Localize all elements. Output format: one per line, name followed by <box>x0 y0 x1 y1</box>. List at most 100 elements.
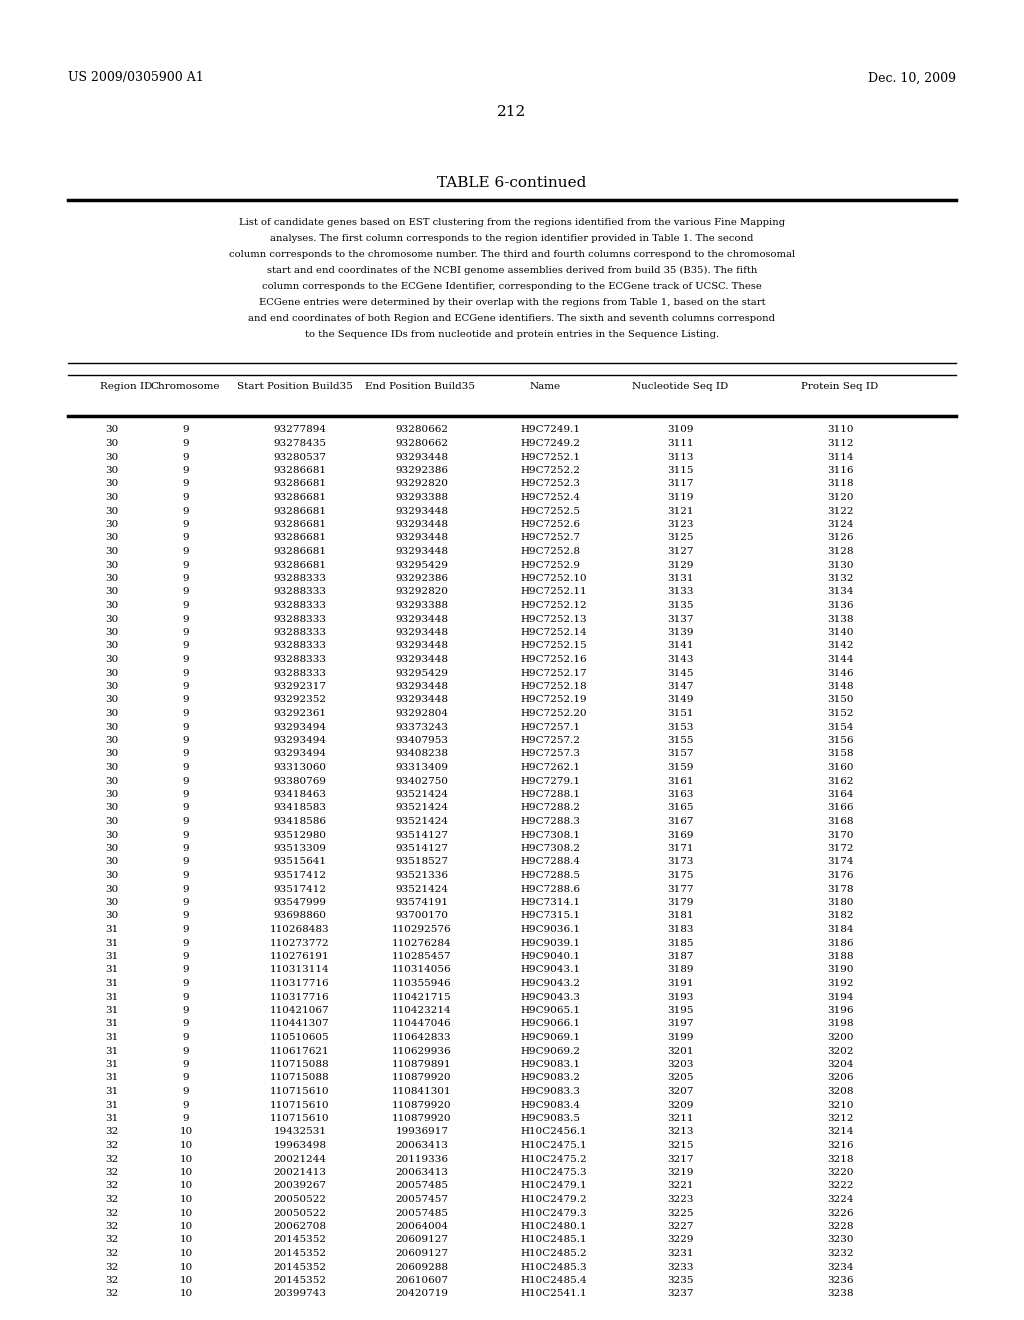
Text: 3200: 3200 <box>826 1034 853 1041</box>
Text: H9C7252.9: H9C7252.9 <box>520 561 580 569</box>
Text: 3109: 3109 <box>667 425 693 434</box>
Text: 9: 9 <box>182 1073 189 1082</box>
Text: 30: 30 <box>105 479 119 488</box>
Text: 3176: 3176 <box>826 871 853 880</box>
Text: 3149: 3149 <box>667 696 693 705</box>
Text: H10C2479.3: H10C2479.3 <box>520 1209 587 1217</box>
Text: 93293494: 93293494 <box>273 750 327 759</box>
Text: 9: 9 <box>182 1019 189 1028</box>
Text: 10: 10 <box>179 1127 193 1137</box>
Text: 110355946: 110355946 <box>392 979 452 987</box>
Text: 20610607: 20610607 <box>395 1276 449 1284</box>
Text: 93517412: 93517412 <box>273 884 327 894</box>
Text: 9: 9 <box>182 1101 189 1110</box>
Text: H9C9083.5: H9C9083.5 <box>520 1114 580 1123</box>
Text: 93293448: 93293448 <box>395 628 449 638</box>
Text: 3156: 3156 <box>826 737 853 744</box>
Text: 110629936: 110629936 <box>392 1047 452 1056</box>
Text: 3178: 3178 <box>826 884 853 894</box>
Text: 3144: 3144 <box>826 655 853 664</box>
Text: 93292386: 93292386 <box>395 574 449 583</box>
Text: Name: Name <box>530 381 561 391</box>
Text: 93518527: 93518527 <box>395 858 449 866</box>
Text: H9C7252.4: H9C7252.4 <box>520 492 580 502</box>
Text: 31: 31 <box>105 1047 119 1056</box>
Text: H9C9043.3: H9C9043.3 <box>520 993 580 1002</box>
Text: 30: 30 <box>105 696 119 705</box>
Text: 93288333: 93288333 <box>273 615 327 623</box>
Text: H9C7252.1: H9C7252.1 <box>520 453 580 462</box>
Text: 9: 9 <box>182 722 189 731</box>
Text: 110276191: 110276191 <box>270 952 330 961</box>
Text: 3196: 3196 <box>826 1006 853 1015</box>
Text: 3180: 3180 <box>826 898 853 907</box>
Text: 3170: 3170 <box>826 830 853 840</box>
Text: 93278435: 93278435 <box>273 440 327 447</box>
Text: H10C2479.1: H10C2479.1 <box>520 1181 587 1191</box>
Text: 10: 10 <box>179 1236 193 1245</box>
Text: 31: 31 <box>105 1114 119 1123</box>
Text: 3160: 3160 <box>826 763 853 772</box>
Text: 20063413: 20063413 <box>395 1140 449 1150</box>
Text: Start Position Build35: Start Position Build35 <box>238 381 353 391</box>
Text: 30: 30 <box>105 507 119 516</box>
Text: 3188: 3188 <box>826 952 853 961</box>
Text: 93521424: 93521424 <box>395 884 449 894</box>
Text: 93513309: 93513309 <box>273 843 327 853</box>
Text: 3174: 3174 <box>826 858 853 866</box>
Text: 3147: 3147 <box>667 682 693 690</box>
Text: 3115: 3115 <box>667 466 693 475</box>
Text: 93521336: 93521336 <box>395 871 449 880</box>
Text: 3134: 3134 <box>826 587 853 597</box>
Text: 32: 32 <box>105 1262 119 1271</box>
Text: 93286681: 93286681 <box>273 561 327 569</box>
Text: 20050522: 20050522 <box>273 1209 327 1217</box>
Text: H10C2485.2: H10C2485.2 <box>520 1249 587 1258</box>
Text: 3119: 3119 <box>667 492 693 502</box>
Text: H9C7252.10: H9C7252.10 <box>520 574 587 583</box>
Text: 30: 30 <box>105 668 119 677</box>
Text: H9C7257.1: H9C7257.1 <box>520 722 580 731</box>
Text: 3142: 3142 <box>826 642 853 651</box>
Text: 3228: 3228 <box>826 1222 853 1232</box>
Text: 3117: 3117 <box>667 479 693 488</box>
Text: H9C7252.18: H9C7252.18 <box>520 682 587 690</box>
Text: 9: 9 <box>182 830 189 840</box>
Text: H9C7252.17: H9C7252.17 <box>520 668 587 677</box>
Text: 93292361: 93292361 <box>273 709 327 718</box>
Text: 10: 10 <box>179 1168 193 1177</box>
Text: 9: 9 <box>182 587 189 597</box>
Text: 30: 30 <box>105 884 119 894</box>
Text: 30: 30 <box>105 789 119 799</box>
Text: H9C7288.6: H9C7288.6 <box>520 884 580 894</box>
Text: 110617621: 110617621 <box>270 1047 330 1056</box>
Text: 31: 31 <box>105 952 119 961</box>
Text: 3172: 3172 <box>826 843 853 853</box>
Text: H9C9039.1: H9C9039.1 <box>520 939 580 948</box>
Text: 3187: 3187 <box>667 952 693 961</box>
Text: 110447046: 110447046 <box>392 1019 452 1028</box>
Text: 3166: 3166 <box>826 804 853 813</box>
Text: 3150: 3150 <box>826 696 853 705</box>
Text: 31: 31 <box>105 1101 119 1110</box>
Text: 93293448: 93293448 <box>395 453 449 462</box>
Text: 9: 9 <box>182 466 189 475</box>
Text: 110292576: 110292576 <box>392 925 452 935</box>
Text: 93408238: 93408238 <box>395 750 449 759</box>
Text: 9: 9 <box>182 546 189 556</box>
Text: 30: 30 <box>105 737 119 744</box>
Text: 31: 31 <box>105 993 119 1002</box>
Text: 93293388: 93293388 <box>395 492 449 502</box>
Text: 9: 9 <box>182 1086 189 1096</box>
Text: 20021244: 20021244 <box>273 1155 327 1163</box>
Text: 9: 9 <box>182 965 189 974</box>
Text: 9: 9 <box>182 642 189 651</box>
Text: 30: 30 <box>105 466 119 475</box>
Text: 3212: 3212 <box>826 1114 853 1123</box>
Text: 20420719: 20420719 <box>395 1290 449 1299</box>
Text: 30: 30 <box>105 561 119 569</box>
Text: 20050522: 20050522 <box>273 1195 327 1204</box>
Text: 93293448: 93293448 <box>395 520 449 529</box>
Text: 93286681: 93286681 <box>273 466 327 475</box>
Text: H9C7252.5: H9C7252.5 <box>520 507 580 516</box>
